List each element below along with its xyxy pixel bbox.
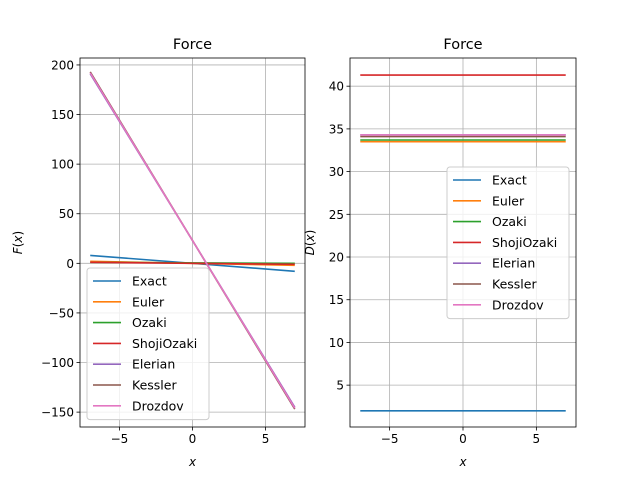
y-axis-label-part: ( [11, 243, 25, 248]
y-tick-label: 0 [66, 257, 74, 271]
y-axis-label-part: x [303, 233, 317, 242]
x-axis-label: x [188, 455, 197, 469]
y-axis-label-part: D [303, 246, 317, 255]
x-tick-label: 5 [533, 432, 541, 446]
y-axis-label-part: F [11, 246, 25, 254]
legend-label-euler: Euler [492, 193, 525, 208]
legend-box [86, 267, 210, 421]
y-tick-label: −150 [41, 406, 74, 420]
legend-label-shojiozaki: ShojiOzaki [132, 336, 197, 351]
series-line-drozdov [89, 72, 296, 409]
legend-label-kessler: Kessler [492, 277, 537, 292]
legend-label-ozaki: Ozaki [492, 214, 527, 229]
y-tick-label: 40 [329, 80, 344, 94]
series-line-shojiozaki [90, 261, 295, 266]
legend-label-elerian: Elerian [492, 256, 535, 271]
y-tick-label: 150 [51, 108, 74, 122]
y-tick-label: 20 [329, 251, 344, 265]
legend-label-elerian: Elerian [132, 357, 175, 372]
x-tick-label: 0 [459, 432, 467, 446]
legend-label-drozdov: Drozdov [492, 297, 544, 312]
x-tick-label: 5 [262, 432, 270, 446]
legend-label-shojiozaki: ShojiOzaki [492, 235, 557, 250]
x-axis-label: x [458, 455, 467, 469]
legend-label-euler: Euler [132, 294, 165, 309]
y-tick-label: 100 [51, 158, 74, 172]
left-chart-panel: −5 0 5−150−100−50050100150200ForcexF(x)Exa… [11, 37, 306, 469]
y-axis-label-part: x [11, 235, 25, 244]
y-tick-label: 50 [59, 207, 74, 221]
legend-label-exact: Exact [492, 173, 527, 188]
x-tick-label: −5 [111, 432, 129, 446]
y-tick-label: 35 [329, 122, 344, 136]
y-tick-label: −50 [49, 306, 74, 320]
chart-title: Force [443, 37, 482, 53]
legend-label-ozaki: Ozaki [132, 315, 167, 330]
right-chart-panel: −5 0 5510152025303540ForcexD(x)ExactEulerO… [303, 37, 577, 469]
y-axis-label: F(x) [11, 231, 25, 254]
legend-label-exact: Exact [132, 274, 167, 289]
x-tick-label: −5 [381, 432, 399, 446]
y-tick-label: 30 [329, 165, 344, 179]
legend-box [446, 166, 570, 320]
legend-label-kessler: Kessler [132, 378, 177, 393]
chart-title: Force [173, 37, 212, 53]
y-tick-label: 15 [329, 293, 344, 307]
y-axis-label-part: ( [303, 241, 317, 246]
y-tick-label: 200 [51, 58, 74, 72]
y-axis-label: D(x) [303, 230, 317, 256]
y-axis-label-part: ) [11, 231, 25, 236]
y-tick-label: 10 [329, 336, 344, 350]
y-tick-label: −100 [41, 356, 74, 370]
y-axis-label-part: ) [303, 230, 317, 235]
y-tick-label: 25 [329, 208, 344, 222]
y-tick-label: 5 [336, 379, 344, 393]
x-tick-label: 0 [189, 432, 197, 446]
legend-label-drozdov: Drozdov [132, 398, 184, 413]
